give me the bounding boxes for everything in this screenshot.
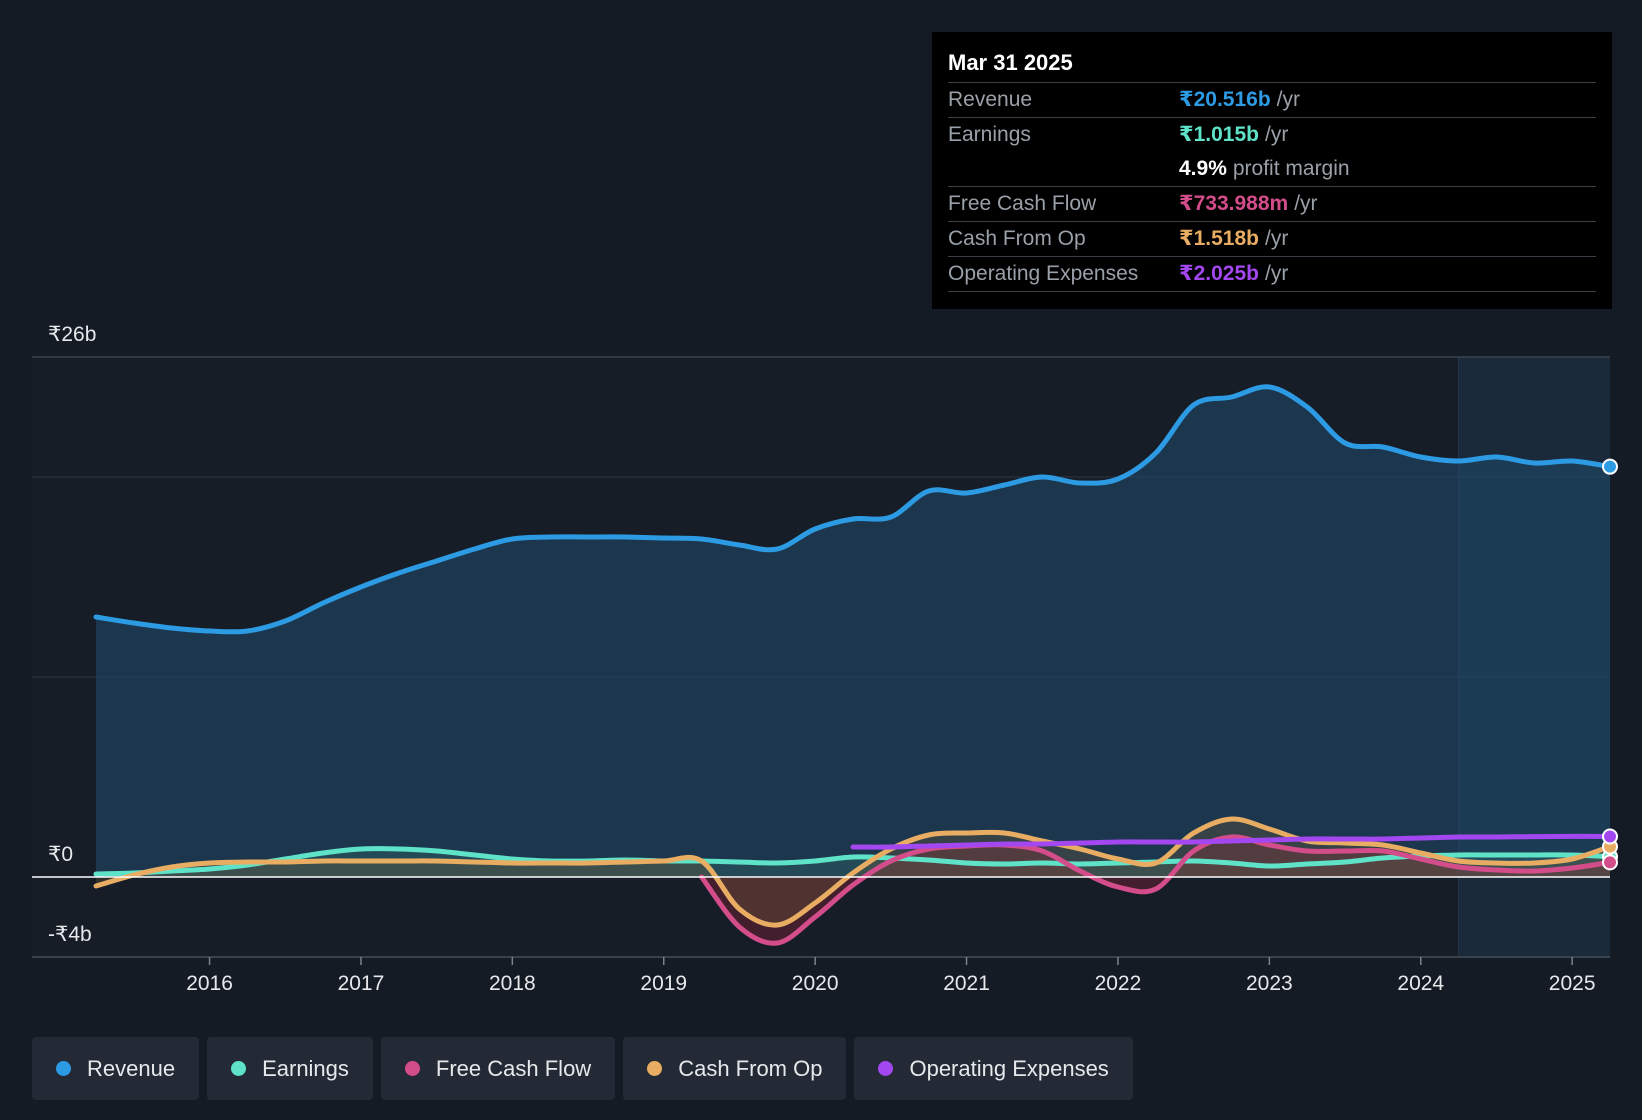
legend-label: Free Cash Flow (435, 1055, 592, 1081)
series-line-earnings (93, 846, 1613, 877)
x-tick-label: 2017 (338, 972, 385, 995)
tooltip-value: 4.9% (1179, 157, 1227, 180)
x-tick-label: 2023 (1246, 972, 1293, 995)
tooltip-label: Revenue (948, 88, 1033, 111)
tooltip-unit: /yr (1265, 227, 1289, 250)
series-line-operating-expenses (850, 833, 1613, 850)
tooltip-label: Cash From Op (948, 227, 1086, 250)
legend-dot-icon (56, 1061, 71, 1076)
legend-item-revenue[interactable]: Revenue (32, 1037, 200, 1100)
end-marker-revenue (1602, 458, 1618, 475)
tooltip-label: Free Cash Flow (948, 192, 1097, 215)
legend-label: Cash From Op (678, 1055, 823, 1081)
tooltip-panel: Mar 31 2025 Revenue ₹20.516b /yr Earning… (932, 32, 1612, 309)
tooltip-row-profit-margin: 4.9% profit margin (948, 152, 1596, 187)
series-area-cash-from-op (96, 818, 1610, 926)
tooltip-row-earnings: Earnings ₹1.015b /yr (948, 118, 1596, 152)
x-tick-label: 2024 (1397, 972, 1444, 995)
tooltip-value: ₹1.015b (1179, 123, 1259, 146)
tooltip-label (948, 152, 1179, 186)
legend-dot-icon (647, 1061, 663, 1076)
legend-dot-icon (404, 1061, 420, 1076)
series-line-revenue (93, 384, 1613, 635)
tooltip-row-cash-from-op: Cash From Op ₹1.518b /yr (948, 222, 1596, 257)
tooltip-row-free-cash-flow: Free Cash Flow ₹733.988m /yr (948, 187, 1596, 222)
tooltip-row-revenue: Revenue ₹20.516b /yr (948, 83, 1596, 118)
legend-dot-icon (231, 1061, 247, 1076)
x-tick-label: 2021 (943, 972, 990, 995)
legend-item-cash-from-op[interactable]: Cash From Op (623, 1037, 847, 1100)
series-area-free-cash-flow (701, 836, 1610, 944)
legend-label: Revenue (87, 1055, 176, 1081)
y-tick-label: -₹4b (48, 923, 92, 946)
tooltip-unit: profit margin (1232, 157, 1350, 180)
tooltip-value: ₹733.988m (1179, 192, 1289, 215)
x-tick-label: 2019 (640, 972, 687, 995)
x-tick-label: 2020 (792, 972, 839, 995)
x-tick-label: 2025 (1549, 972, 1596, 995)
tooltip-value: ₹20.516b (1179, 88, 1271, 111)
y-tick-label: ₹26b (48, 323, 96, 346)
legend-dot-icon (878, 1061, 894, 1076)
tooltip-date: Mar 31 2025 (948, 46, 1596, 83)
tooltip-unit: /yr (1276, 88, 1300, 111)
chart-legend: Revenue Earnings Free Cash Flow Cash Fro… (32, 1037, 1133, 1100)
tooltip-row-operating-expenses: Operating Expenses ₹2.025b /yr (948, 257, 1596, 292)
x-tick-label: 2016 (186, 972, 233, 995)
tooltip-unit: /yr (1294, 192, 1318, 215)
tooltip-unit: /yr (1265, 262, 1289, 285)
legend-label: Earnings (262, 1055, 349, 1081)
tooltip-label: Earnings (948, 123, 1031, 146)
legend-item-operating-expenses[interactable]: Operating Expenses (854, 1037, 1133, 1100)
end-marker-operating-expenses (1602, 828, 1618, 845)
series-area-revenue (96, 386, 1610, 877)
series-line-cash-from-op (93, 816, 1613, 928)
series-line-free-cash-flow (699, 834, 1613, 946)
end-marker-free-cash-flow (1602, 854, 1618, 871)
legend-label: Operating Expenses (909, 1055, 1109, 1081)
legend-item-earnings[interactable]: Earnings (207, 1037, 373, 1100)
tooltip-label: Operating Expenses (948, 262, 1139, 285)
tooltip-unit: /yr (1265, 123, 1289, 146)
tooltip-value: ₹2.025b (1179, 262, 1259, 285)
x-tick-label: 2022 (1095, 972, 1142, 995)
legend-item-free-cash-flow[interactable]: Free Cash Flow (380, 1037, 616, 1100)
tooltip-value: ₹1.518b (1179, 227, 1259, 250)
y-tick-label: ₹0 (48, 843, 73, 866)
x-tick-label: 2018 (489, 972, 536, 995)
